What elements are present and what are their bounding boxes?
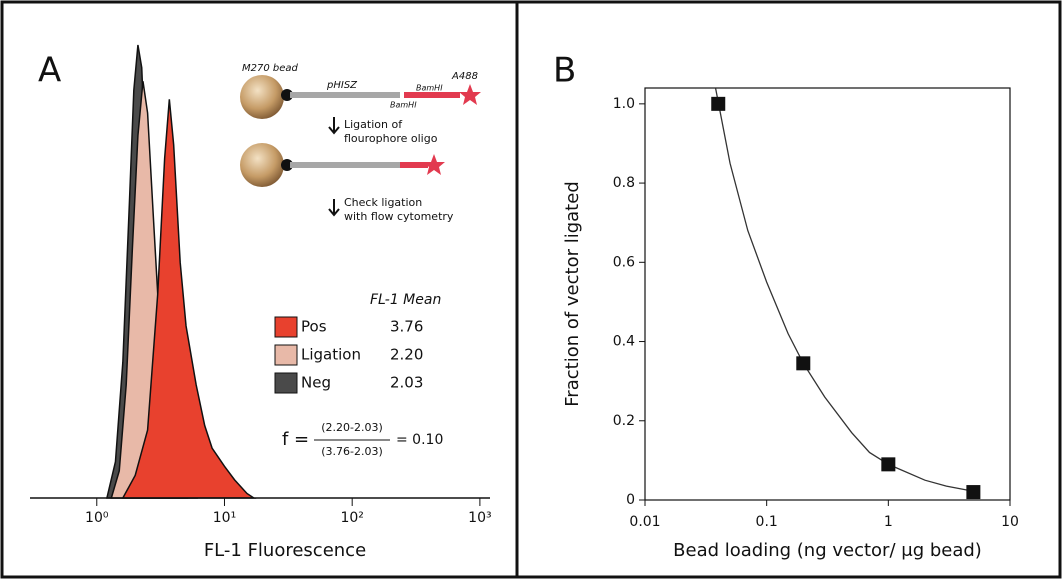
- y-tick-label: 0.6: [613, 254, 635, 270]
- x-axis-label: Bead loading (ng vector/ μg bead): [673, 540, 982, 561]
- fit-curve: [714, 87, 974, 492]
- legend-mean: 2.20: [390, 346, 423, 364]
- formula-result: = 0.10: [396, 432, 443, 448]
- x-tick-label: 10²: [340, 510, 363, 526]
- bead: [240, 75, 284, 119]
- x-tick-label: 10: [1001, 514, 1019, 530]
- x-tick-label: 10⁰: [85, 510, 109, 526]
- step: Ligation of: [344, 118, 403, 131]
- formula-lhs: f =: [282, 429, 309, 450]
- oligo: [404, 92, 460, 98]
- data-point: [966, 485, 981, 500]
- y-tick-label: 0.8: [613, 175, 635, 191]
- y-tick-label: 0.4: [613, 334, 635, 350]
- x-tick-label: 0.1: [756, 514, 778, 530]
- label: BamHI: [416, 84, 443, 93]
- formula-denominator: (3.76-2.03): [321, 445, 383, 458]
- x-tick-label: 10³: [468, 510, 491, 526]
- label: M270 bead: [242, 63, 299, 74]
- legend-label: Pos: [301, 318, 327, 336]
- panel-letter: A: [38, 51, 61, 91]
- label: BamHI: [390, 101, 417, 110]
- y-axis-label: Fraction of vector ligated: [562, 181, 583, 406]
- y-tick-label: 0: [626, 492, 635, 508]
- legend-swatch: [274, 344, 298, 366]
- fluorophore: [459, 84, 481, 105]
- x-tick-label: 0.01: [629, 514, 660, 530]
- plot-frame: [644, 87, 1011, 501]
- step: Check ligation: [344, 196, 422, 209]
- arrow: [328, 199, 340, 217]
- y-tick-label: 1.0: [613, 96, 635, 112]
- label: A488: [451, 71, 478, 82]
- label: pHISZ: [326, 80, 358, 91]
- density-area: [121, 99, 257, 499]
- panel-letter: B: [553, 51, 576, 91]
- x-tick-label: 1: [884, 514, 893, 530]
- bead: [240, 143, 284, 187]
- legend-mean: 3.76: [390, 318, 423, 336]
- diagram: M270 bead pHISZ BamHI BamHI A488 Ligatio…: [240, 63, 481, 223]
- vector: [290, 162, 400, 168]
- legend-label: Neg: [301, 374, 331, 392]
- legend-title: FL-1 Mean: [370, 292, 441, 308]
- x-axis-label: FL-1 Fluorescence: [204, 540, 366, 561]
- legend-swatch: [274, 372, 298, 394]
- legend-swatch: [274, 316, 298, 338]
- formula: f = (2.20-2.03) (3.76-2.03) = 0.10: [282, 421, 443, 458]
- oligo: [400, 162, 428, 168]
- data-point: [711, 96, 726, 111]
- y-tick-label: 0.2: [613, 413, 635, 429]
- step: flourophore oligo: [344, 132, 438, 145]
- fluorophore: [423, 154, 445, 175]
- data-point: [881, 457, 896, 472]
- vector: [290, 92, 400, 98]
- arrow: [328, 117, 340, 135]
- legend-mean: 2.03: [390, 374, 423, 392]
- legend-label: Ligation: [301, 346, 361, 364]
- step: with flow cytometry: [344, 210, 454, 223]
- data-point: [796, 356, 811, 371]
- formula-numerator: (2.20-2.03): [321, 421, 383, 434]
- x-tick-label: 10¹: [213, 510, 236, 526]
